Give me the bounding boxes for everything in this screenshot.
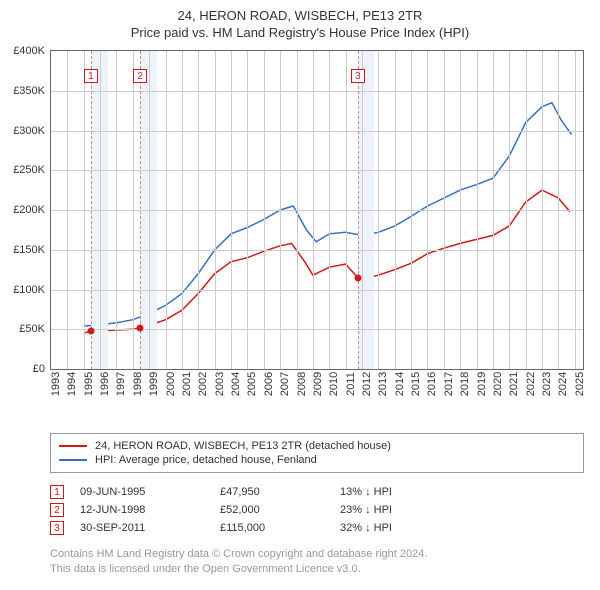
footer-line2: This data is licensed under the Open Gov…: [50, 562, 584, 577]
gridline-h: [51, 91, 583, 92]
gridline-v: [411, 51, 412, 369]
event-row: 3 30-SEP-2011£115,00032% ↓ HPI: [50, 519, 584, 537]
gridline-v: [346, 51, 347, 369]
gridline-h: [51, 210, 583, 211]
gridline-h: [51, 170, 583, 171]
gridline-v: [133, 51, 134, 369]
legend-swatch: [59, 445, 87, 447]
sale-point: [87, 327, 94, 334]
gridline-v: [493, 51, 494, 369]
event-vline: [358, 51, 359, 369]
gridline-h: [51, 290, 583, 291]
gridline-v: [509, 51, 510, 369]
y-tick-label: £350K: [13, 85, 45, 97]
event-delta: 13% ↓ HPI: [340, 486, 584, 498]
y-tick-label: £250K: [13, 164, 45, 176]
chart-title-line2: Price paid vs. HM Land Registry's House …: [6, 25, 594, 40]
footer-line1: Contains HM Land Registry data © Crown c…: [50, 547, 584, 562]
gridline-v: [444, 51, 445, 369]
gridline-v: [558, 51, 559, 369]
event-price: £115,000: [220, 522, 340, 534]
y-tick-label: £300K: [13, 125, 45, 137]
event-marker: 1: [84, 69, 98, 83]
event-row: 2 12-JUN-1998£52,00023% ↓ HPI: [50, 501, 584, 519]
event-row: 1 09-JUN-1995£47,95013% ↓ HPI: [50, 483, 584, 501]
event-date: 30-SEP-2011: [80, 522, 220, 534]
gridline-v: [247, 51, 248, 369]
gridline-v: [427, 51, 428, 369]
event-date: 09-JUN-1995: [80, 486, 220, 498]
gridline-v: [575, 51, 576, 369]
gridline-v: [297, 51, 298, 369]
events-table: 1 09-JUN-1995£47,95013% ↓ HPI 2 12-JUN-1998…: [50, 483, 584, 537]
y-tick-label: £150K: [13, 244, 45, 256]
legend-label: HPI: Average price, detached house, Fenl…: [95, 454, 317, 466]
chart-container: £0£50K£100K£150K£200K£250K£300K£350K£400…: [6, 46, 592, 421]
y-tick-label: £200K: [13, 204, 45, 216]
event-price: £52,000: [220, 504, 340, 516]
legend-label: 24, HERON ROAD, WISBECH, PE13 2TR (detac…: [95, 440, 391, 452]
gridline-v: [149, 51, 150, 369]
gridline-v: [100, 51, 101, 369]
footer-attribution: Contains HM Land Registry data © Crown c…: [50, 547, 584, 577]
gridline-v: [280, 51, 281, 369]
event-marker: 2: [133, 69, 147, 83]
y-tick-label: £100K: [13, 284, 45, 296]
legend-swatch: [59, 459, 87, 461]
gridline-v: [378, 51, 379, 369]
gridline-v: [264, 51, 265, 369]
sale-point: [137, 324, 144, 331]
legend-row: HPI: Average price, detached house, Fenl…: [59, 453, 575, 467]
gridline-v: [116, 51, 117, 369]
gridline-v: [166, 51, 167, 369]
gridline-v: [460, 51, 461, 369]
legend-row: 24, HERON ROAD, WISBECH, PE13 2TR (detac…: [59, 439, 575, 453]
y-tick-label: £400K: [13, 45, 45, 57]
gridline-v: [84, 51, 85, 369]
gridline-v: [329, 51, 330, 369]
event-badge: 1: [50, 485, 64, 499]
event-badge: 2: [50, 503, 64, 517]
gridline-h: [51, 250, 583, 251]
gridline-v: [477, 51, 478, 369]
plot-area: £0£50K£100K£150K£200K£250K£300K£350K£400…: [50, 50, 584, 370]
gridline-v: [198, 51, 199, 369]
event-delta: 23% ↓ HPI: [340, 504, 584, 516]
gridline-v: [182, 51, 183, 369]
chart-title-line1: 24, HERON ROAD, WISBECH, PE13 2TR: [6, 8, 594, 23]
event-vline: [91, 51, 92, 369]
sale-point: [354, 274, 361, 281]
event-vline: [140, 51, 141, 369]
gridline-v: [313, 51, 314, 369]
gridline-v: [395, 51, 396, 369]
gridline-h: [51, 131, 583, 132]
gridline-h: [51, 329, 583, 330]
event-date: 12-JUN-1998: [80, 504, 220, 516]
event-badge: 3: [50, 521, 64, 535]
gridline-v: [526, 51, 527, 369]
x-tick-label: 2025: [564, 372, 586, 396]
event-delta: 32% ↓ HPI: [340, 522, 584, 534]
gridline-v: [215, 51, 216, 369]
y-tick-label: £50K: [19, 323, 45, 335]
event-marker: 3: [351, 69, 365, 83]
gridline-v: [67, 51, 68, 369]
gridline-v: [231, 51, 232, 369]
gridline-v: [542, 51, 543, 369]
legend: 24, HERON ROAD, WISBECH, PE13 2TR (detac…: [50, 433, 584, 473]
event-price: £47,950: [220, 486, 340, 498]
gridline-v: [362, 51, 363, 369]
